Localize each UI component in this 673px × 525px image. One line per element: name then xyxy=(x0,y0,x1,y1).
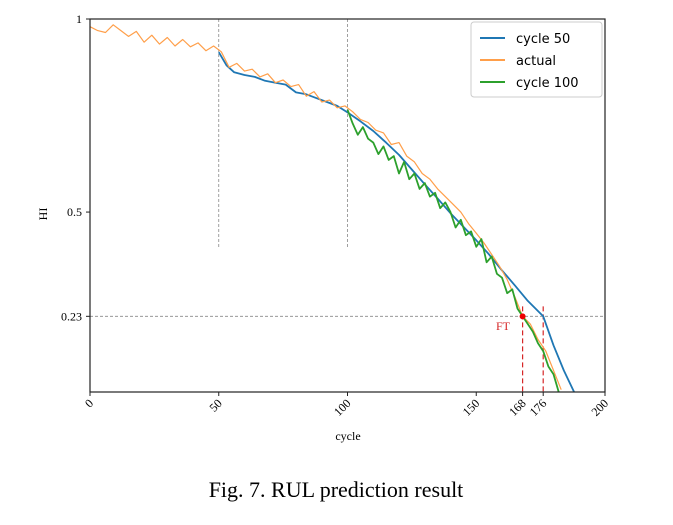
x-axis-label: cycle xyxy=(335,429,360,443)
series-line-cycle-100 xyxy=(346,109,560,393)
ft-label: FT xyxy=(496,319,511,333)
legend: cycle 50 actual cycle 100 xyxy=(470,21,603,98)
series-line-cycle-50 xyxy=(218,51,575,393)
y-tick-label: 1 xyxy=(76,12,82,26)
y-axis-label: HI xyxy=(36,208,50,221)
series-lines xyxy=(89,24,575,393)
x-tick-label: 200 xyxy=(588,396,611,419)
x-tick-label: 176 xyxy=(527,396,550,419)
failure-threshold-point xyxy=(519,313,526,320)
y-tick-label: 0.23 xyxy=(61,309,82,323)
legend-label: cycle 50 xyxy=(516,32,570,47)
x-tick-label: 50 xyxy=(206,396,224,414)
figure-caption: Fig. 7. RUL prediction result xyxy=(209,477,464,502)
legend-label: cycle 100 xyxy=(516,76,579,91)
reference-lines xyxy=(90,19,605,392)
y-tick-label: 0.5 xyxy=(67,205,82,219)
x-tick-label: 168 xyxy=(506,396,529,419)
legend-label: actual xyxy=(516,54,556,69)
legend-box xyxy=(470,21,603,98)
x-tick-label: 150 xyxy=(460,396,483,419)
x-tick-label: 0 xyxy=(82,396,96,410)
x-tick-label: 100 xyxy=(331,396,354,419)
